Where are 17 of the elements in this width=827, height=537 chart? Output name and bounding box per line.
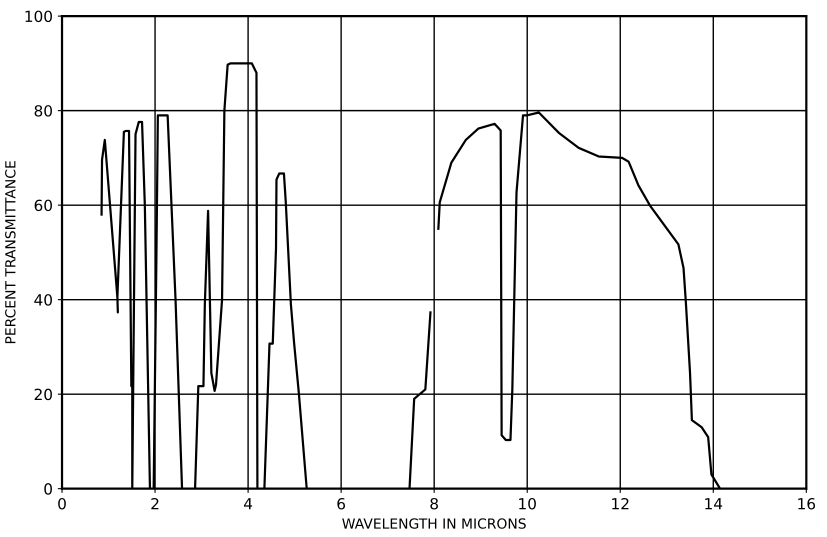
y-tick-label: 80: [34, 105, 52, 117]
x-tick-label: 2: [151, 498, 158, 510]
y-tick-label: 40: [34, 294, 52, 306]
x-tick-label: 12: [612, 498, 628, 510]
y-tick-label: 60: [34, 200, 52, 212]
x-tick-label: 6: [337, 498, 346, 510]
x-tick-label: 10: [519, 498, 536, 510]
x-tick-label: 4: [244, 498, 252, 510]
y-tick-label: 20: [34, 388, 52, 400]
x-tick-label: 14: [705, 498, 722, 510]
x-tick-label: 8: [430, 498, 438, 510]
x-tick-label: 0: [58, 498, 66, 510]
y-tick-label: 100: [26, 10, 52, 22]
x-tick-label: 16: [798, 498, 816, 510]
x-axis-title: WAVELENGTH IN MICRONS: [342, 518, 526, 529]
y-axis-title: PERCENT TRANSMITTANCE: [5, 161, 16, 344]
y-tick-label: 0: [44, 483, 52, 495]
